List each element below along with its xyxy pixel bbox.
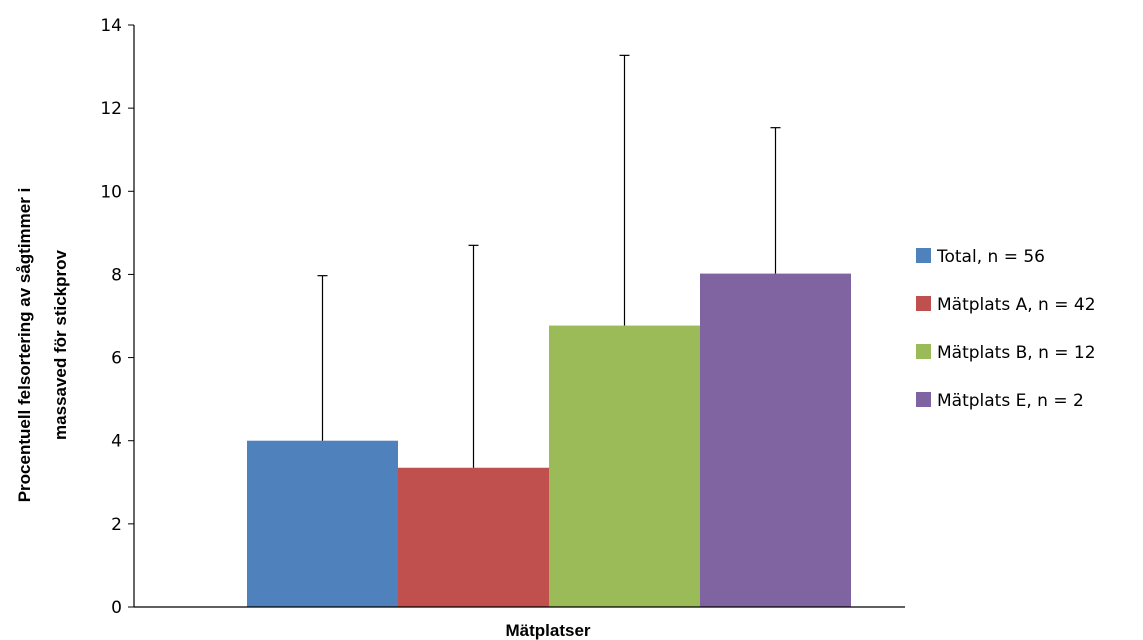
y-tick-label: 12 bbox=[100, 99, 122, 119]
legend-swatch bbox=[916, 344, 931, 359]
legend-swatch bbox=[916, 392, 931, 407]
y-axis-title-line-1: Procentuell felsortering av sågtimmer i bbox=[15, 188, 34, 503]
error-bars bbox=[317, 54, 781, 468]
y-tick-label: 10 bbox=[100, 182, 122, 202]
bar bbox=[700, 273, 851, 607]
axes bbox=[133, 25, 905, 608]
y-tick-label: 8 bbox=[111, 265, 122, 285]
y-tick-label: 6 bbox=[111, 349, 122, 369]
y-tick-label: 2 bbox=[111, 515, 122, 535]
legend-label: Total, n = 56 bbox=[936, 247, 1045, 267]
bar bbox=[398, 467, 549, 607]
legend-swatch bbox=[916, 248, 931, 263]
legend-swatch bbox=[916, 296, 931, 311]
y-tick-label: 14 bbox=[100, 16, 122, 36]
legend-label: Mätplats B, n = 12 bbox=[937, 343, 1096, 363]
y-tick-label: 4 bbox=[111, 432, 122, 452]
bar bbox=[247, 440, 398, 607]
y-tick-label: 0 bbox=[111, 598, 122, 618]
legend-label: Mätplats E, n = 2 bbox=[937, 391, 1084, 411]
y-axis-ticks: 0 2 4 6 8 10 12 14 bbox=[100, 16, 134, 618]
legend: Total, n = 56 Mätplats A, n = 42 Mätplats … bbox=[916, 247, 1096, 411]
bar bbox=[549, 325, 700, 607]
y-axis-title: Procentuell felsortering av sågtimmer i … bbox=[15, 188, 70, 503]
x-axis-title: Mätplatser bbox=[505, 621, 590, 640]
legend-label: Mätplats A, n = 42 bbox=[937, 295, 1096, 315]
bars bbox=[247, 273, 851, 607]
y-axis-title-line-2: massaved för stickprov bbox=[51, 249, 70, 439]
